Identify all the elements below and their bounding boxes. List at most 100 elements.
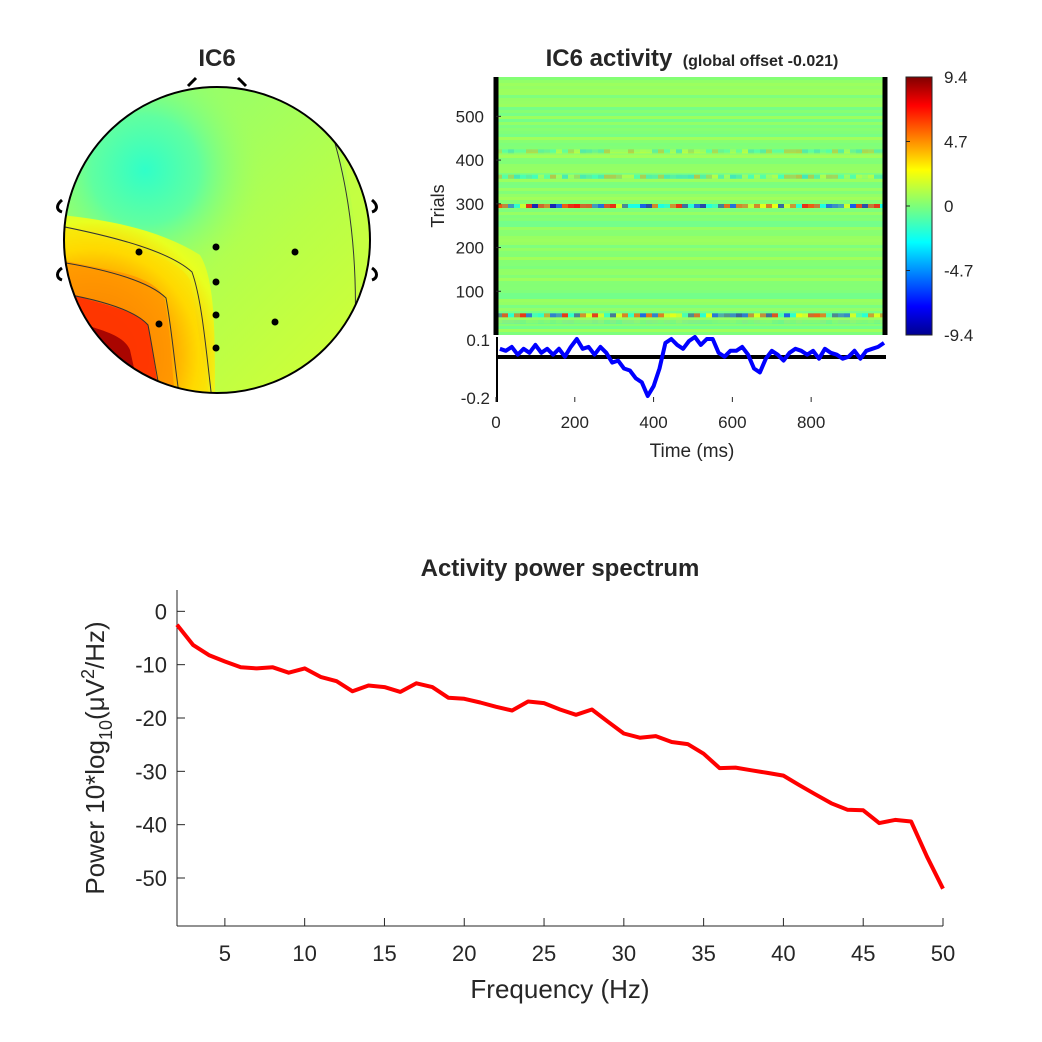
erp-trial-band bbox=[688, 313, 694, 318]
erp-trial-band bbox=[676, 319, 682, 324]
erp-trial-band bbox=[712, 174, 718, 179]
erp-trial-band bbox=[820, 204, 826, 208]
erp-texture-row bbox=[496, 101, 886, 104]
erp-trial-band bbox=[802, 204, 808, 208]
erp-trial-band bbox=[604, 149, 610, 154]
erp-trial-band bbox=[664, 319, 670, 324]
erp-trial-band bbox=[868, 313, 874, 318]
erp-trial-band bbox=[856, 149, 862, 154]
erp-trial-band bbox=[730, 174, 736, 179]
electrode-dot bbox=[212, 311, 220, 319]
erp-trial-band bbox=[634, 313, 640, 318]
erp-trial-band bbox=[652, 204, 658, 208]
erp-trial-band bbox=[526, 204, 532, 208]
erp-trial-band bbox=[790, 313, 796, 318]
erp-trial-band bbox=[508, 174, 514, 179]
erp-trial-band bbox=[508, 319, 514, 324]
erp-trial-band bbox=[640, 174, 646, 179]
erp-texture-row bbox=[496, 92, 886, 95]
erp-trial-band bbox=[778, 204, 784, 208]
colorbar-tick-label: -9.4 bbox=[944, 326, 973, 345]
erp-ytick-label: 500 bbox=[456, 107, 484, 126]
erp-trial-band bbox=[640, 319, 646, 324]
erp-trial-band bbox=[610, 174, 616, 179]
erp-trial-band bbox=[874, 174, 880, 179]
erp-image: IC6 activity (global offset -0.021) 100 2… bbox=[428, 45, 973, 462]
erp-trial-band bbox=[808, 319, 814, 324]
erp-trial-band bbox=[544, 149, 550, 154]
erp-trial-band bbox=[856, 319, 862, 324]
erp-trial-band bbox=[682, 319, 688, 324]
erp-trial-band bbox=[796, 149, 802, 154]
erp-trial-band bbox=[556, 174, 562, 179]
erp-trial-band bbox=[862, 174, 868, 179]
erp-trial-band bbox=[508, 204, 514, 208]
erp-trial-band bbox=[568, 149, 574, 154]
erp-trial-band bbox=[814, 149, 820, 154]
erp-texture-row bbox=[496, 113, 886, 116]
erp-trial-band bbox=[874, 149, 880, 154]
colorbar-tick-label: -4.7 bbox=[944, 262, 973, 281]
erp-trial-band bbox=[838, 319, 844, 324]
erp-trial-band bbox=[598, 319, 604, 324]
erp-trial-band bbox=[514, 204, 520, 208]
erp-trial-band bbox=[592, 319, 598, 324]
erp-trial-band bbox=[826, 174, 832, 179]
erp-trial-band bbox=[694, 204, 700, 208]
erp-trial-band bbox=[598, 174, 604, 179]
erp-texture-row bbox=[496, 122, 886, 125]
erp-trial-band bbox=[736, 313, 742, 318]
erp-trial-band bbox=[724, 149, 730, 154]
erp-trial-band bbox=[538, 204, 544, 208]
erp-trial-band bbox=[538, 174, 544, 179]
trace-ytick-bottom: -0.2 bbox=[461, 389, 490, 408]
erp-trial-band bbox=[772, 313, 778, 318]
erp-trial-band bbox=[724, 313, 730, 318]
erp-texture-row bbox=[496, 317, 886, 320]
erp-texture-row bbox=[496, 125, 886, 128]
erp-trial-band bbox=[604, 319, 610, 324]
erp-trial-band bbox=[700, 149, 706, 154]
erp-trial-band bbox=[634, 319, 640, 324]
erp-trial-band bbox=[544, 174, 550, 179]
erp-trial-band bbox=[670, 319, 676, 324]
erp-trial-band bbox=[502, 149, 508, 154]
erp-texture-row bbox=[496, 296, 886, 299]
erp-trial-band bbox=[850, 204, 856, 208]
erp-texture-row bbox=[496, 263, 886, 266]
erp-trial-band bbox=[628, 313, 634, 318]
erp-trial-band bbox=[550, 204, 556, 208]
erp-texture-row bbox=[496, 104, 886, 107]
erp-trial-band bbox=[724, 204, 730, 208]
erp-trial-band bbox=[778, 149, 784, 154]
spectrum-ytick-label: -20 bbox=[135, 706, 167, 731]
erp-trial-band bbox=[766, 313, 772, 318]
erp-trial-band bbox=[574, 319, 580, 324]
erp-trial-band bbox=[574, 313, 580, 318]
erp-trial-band bbox=[568, 313, 574, 318]
erp-trial-band bbox=[862, 313, 868, 318]
erp-trial-band bbox=[814, 313, 820, 318]
erp-texture-row bbox=[496, 149, 886, 152]
erp-trial-band bbox=[496, 319, 502, 324]
erp-trial-band bbox=[496, 174, 502, 179]
spectrum-xlabel: Frequency (Hz) bbox=[470, 974, 649, 1004]
erp-trial-band bbox=[754, 174, 760, 179]
erp-texture-row bbox=[496, 188, 886, 191]
erp-trial-band bbox=[706, 319, 712, 324]
erp-trial-band bbox=[820, 174, 826, 179]
erp-trial-band bbox=[868, 319, 874, 324]
erp-trial-band bbox=[580, 204, 586, 208]
erp-texture-row bbox=[496, 254, 886, 257]
erp-trial-band bbox=[850, 319, 856, 324]
erp-trial-band bbox=[676, 174, 682, 179]
erp-trial-band bbox=[718, 149, 724, 154]
erp-trial-band bbox=[574, 204, 580, 208]
erp-trial-band bbox=[832, 313, 838, 318]
erp-texture-row bbox=[496, 143, 886, 146]
erp-trial-band bbox=[610, 204, 616, 208]
erp-texture-row bbox=[496, 242, 886, 245]
spectrum-xtick-label: 5 bbox=[219, 941, 231, 966]
erp-trial-band bbox=[706, 313, 712, 318]
erp-texture-row bbox=[496, 182, 886, 185]
